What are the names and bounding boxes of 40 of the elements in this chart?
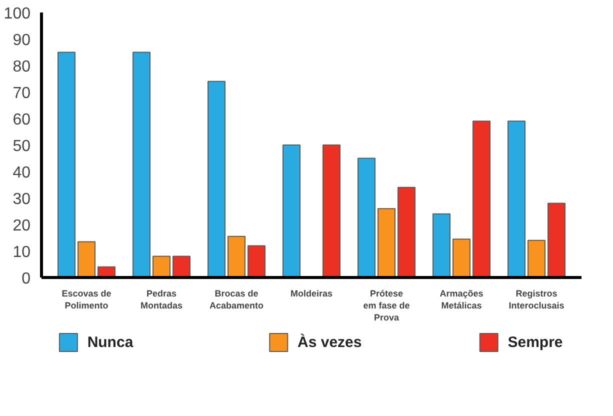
bar [228,236,246,278]
y-tick-label: 20 [12,218,31,234]
legend-label: Sempre [508,334,563,351]
y-tick-label: 100 [4,6,31,22]
y-tick-label: 0 [22,270,31,288]
y-tick-label: 30 [12,191,31,208]
x-tick-label: Escovas de Polimento [62,288,112,310]
bar [172,256,190,278]
y-tick-label: 70 [12,85,31,102]
bar [432,213,450,278]
bar [132,52,150,278]
y-tick-label: 50 [12,138,31,155]
x-tick-label: Armações Metálicas [440,288,484,310]
bar [452,238,470,278]
y-tick-label: 90 [12,32,31,49]
y-tick-label: 80 [12,58,31,76]
bar [378,208,396,278]
x-tick-label: Prótese em fase de Prova [363,288,410,322]
bar [508,120,526,278]
y-tick-label: 10 [12,244,31,261]
bar [58,52,76,278]
bar [528,240,546,278]
legend-label: Nunca [87,334,134,351]
legend-label: Às vezes [298,333,362,351]
bar [248,245,266,278]
bar [152,256,170,278]
bar [208,80,226,278]
x-tick-label: Pedras Montadas [140,288,183,310]
bar [322,144,340,278]
x-tick-label: Brocas de Acabamento [209,288,264,310]
x-tick-label: Registros Interoclusais [508,288,564,310]
bar [398,186,416,278]
bar [472,120,490,278]
bar [548,202,566,278]
y-tick-label: 60 [12,112,31,128]
bar [78,241,96,278]
x-tick-label: Moldeiras [290,288,333,298]
bar [282,144,300,278]
bar [358,158,376,278]
y-tick-label: 40 [12,164,31,182]
